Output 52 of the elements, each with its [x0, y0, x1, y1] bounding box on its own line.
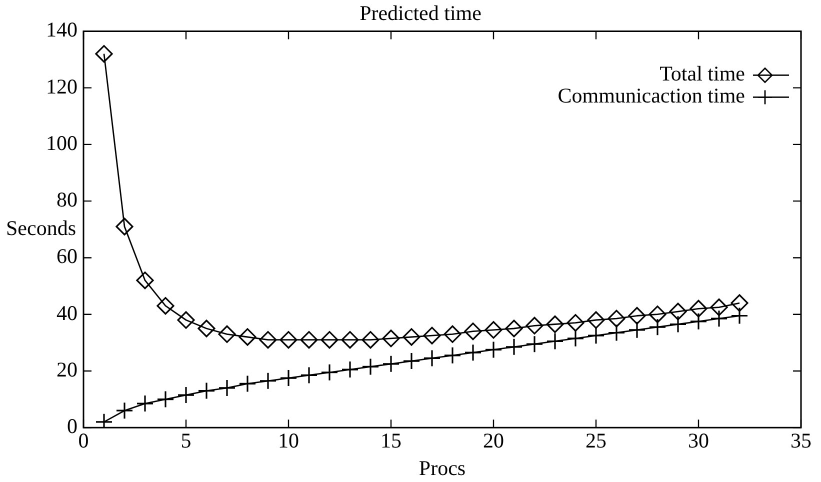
x-tick-label: 5 [180, 428, 192, 453]
y-tick-label: 140 [46, 18, 78, 42]
point [628, 306, 646, 325]
point [156, 297, 174, 315]
chart-title: Predicted time [360, 1, 482, 26]
x-tick-label: 10 [278, 428, 299, 453]
y-axis-title: Seconds [6, 216, 76, 240]
point [423, 326, 441, 344]
y-tick-label: 100 [46, 130, 78, 155]
point [566, 314, 584, 332]
point [505, 320, 523, 338]
legend-label: Communicaction time [558, 84, 745, 108]
x-tick-label: 35 [790, 428, 812, 453]
x-tick-label: 20 [483, 428, 504, 453]
y-tick-label: 80 [56, 188, 78, 212]
point [300, 331, 318, 349]
point [730, 294, 748, 312]
x-tick-label: 25 [586, 428, 606, 453]
point [382, 330, 400, 348]
y-tick-label: 60 [56, 244, 78, 268]
point [341, 331, 359, 349]
legend-label: Total time [660, 62, 745, 86]
point [402, 328, 420, 346]
point [136, 272, 154, 290]
point [320, 331, 338, 349]
point [362, 331, 380, 349]
point [710, 298, 728, 316]
point [608, 310, 626, 328]
point [280, 331, 298, 349]
point [116, 218, 134, 236]
x-tick-label: 15 [380, 428, 402, 453]
point [177, 311, 195, 329]
y-tick-label: 120 [46, 74, 78, 98]
point [198, 320, 216, 338]
point [238, 328, 256, 346]
point [690, 300, 708, 318]
point [526, 316, 544, 334]
x-axis-title: Procs [418, 456, 466, 480]
point [218, 325, 236, 343]
point [484, 321, 502, 339]
y-tick-label: 40 [56, 300, 78, 325]
point [587, 311, 605, 329]
point [259, 331, 277, 349]
point [648, 306, 666, 324]
point [95, 45, 113, 63]
point [669, 302, 687, 320]
point [95, 413, 113, 428]
point [546, 315, 564, 334]
point [444, 325, 462, 343]
y-tick-label: 20 [56, 357, 78, 382]
point [464, 322, 482, 340]
x-tick-label: 30 [688, 428, 709, 453]
